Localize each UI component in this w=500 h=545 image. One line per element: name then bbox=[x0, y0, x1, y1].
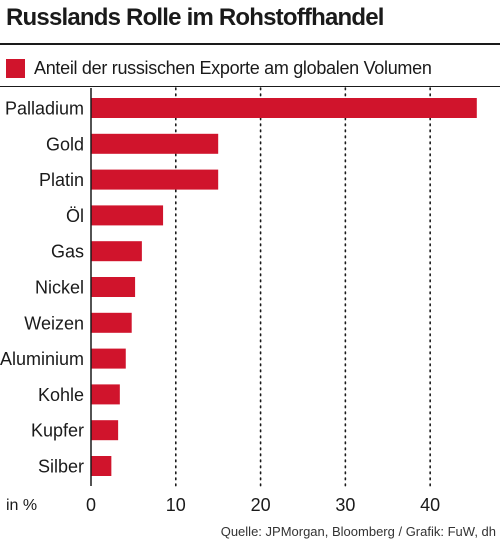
bar-kohle bbox=[91, 384, 120, 405]
x-tick-label-30: 30 bbox=[335, 495, 355, 515]
title-divider bbox=[0, 43, 500, 45]
bar-gold bbox=[91, 133, 219, 154]
category-label-palladium: Palladium bbox=[5, 99, 84, 119]
bar-weizen bbox=[91, 312, 132, 333]
category-label-nickel: Nickel bbox=[35, 278, 84, 298]
category-label-weizen: Weizen bbox=[24, 313, 84, 333]
category-label-gold: Gold bbox=[46, 134, 84, 154]
x-tick-label-40: 40 bbox=[420, 495, 440, 515]
category-label-kupfer: Kupfer bbox=[31, 421, 84, 441]
x-tick-label-0: 0 bbox=[86, 495, 96, 515]
category-label-platin: Platin bbox=[39, 170, 84, 190]
bar-oel bbox=[91, 205, 164, 226]
x-axis-unit-label: in % bbox=[6, 497, 37, 514]
bar-nickel bbox=[91, 277, 136, 297]
category-label-silber: Silber bbox=[38, 457, 84, 477]
category-label-aluminium: Aluminium bbox=[0, 349, 84, 369]
legend-label: Anteil der russischen Exporte am globale… bbox=[34, 57, 432, 78]
bar-palladium bbox=[91, 98, 477, 118]
bar-platin bbox=[91, 169, 219, 190]
category-label-kohle: Kohle bbox=[38, 385, 84, 405]
legend: Anteil der russischen Exporte am globale… bbox=[6, 54, 432, 82]
chart-title: Russlands Rolle im Rohstoffhandel bbox=[6, 4, 384, 31]
category-label-gas: Gas bbox=[51, 242, 84, 262]
source-note: Quelle: JPMorgan, Bloomberg / Grafik: Fu… bbox=[220, 524, 496, 539]
bar-kupfer bbox=[91, 420, 119, 441]
legend-swatch bbox=[6, 58, 25, 78]
bar-silber bbox=[91, 456, 112, 476]
legend-divider bbox=[0, 86, 500, 87]
x-tick-label-10: 10 bbox=[166, 495, 186, 515]
x-tick-label-20: 20 bbox=[251, 495, 271, 515]
bar-gas bbox=[91, 241, 142, 262]
category-label-oel: Öl bbox=[66, 206, 84, 226]
bar-aluminium bbox=[91, 348, 126, 369]
